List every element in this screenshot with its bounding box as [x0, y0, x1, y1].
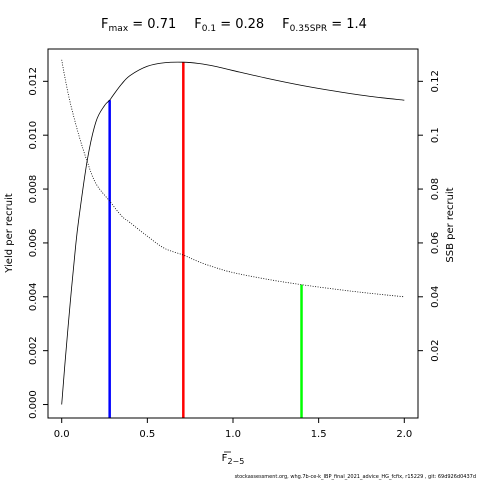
x-tick-label-4: 2.0	[396, 429, 412, 440]
title-part-2-symbol: F	[282, 17, 289, 32]
series-lines	[61, 59, 405, 405]
x-tick-label-1: 0.5	[139, 429, 155, 440]
y-axis-right: 0.02 0.04 0.06 0.08 0.1 0.12	[418, 70, 441, 362]
title-part-0-subscript: max	[109, 24, 129, 34]
x-tick-label-2: 1.0	[225, 429, 241, 440]
y-right-tick-label-0: 0.02	[430, 340, 441, 362]
x-label-subscript: 2−5	[227, 457, 244, 466]
reference-lines	[108, 62, 303, 418]
title-part-1-value: = 0.28	[216, 17, 264, 32]
ssb-per-recruit-line	[61, 59, 405, 298]
title-part-1-subscript: 0.1	[202, 24, 216, 34]
y-axis-left: 0.000 0.002 0.004 0.006 0.008 0.010 0.012	[28, 67, 48, 419]
chart-title: Fmax = 0.71 F0.1 = 0.28 F0.35SPR = 1.4	[101, 17, 367, 34]
y-axis-right-label: SSB per recruit	[445, 187, 456, 262]
title-part-2-value: = 1.4	[327, 17, 367, 32]
y-right-tick-label-4: 0.1	[430, 127, 441, 143]
y-right-tick-label-1: 0.04	[430, 286, 441, 308]
title-part-2-subscript: 0.35SPR	[290, 24, 327, 34]
title-part-0-symbol: F	[101, 17, 108, 32]
y-left-tick-label-5: 0.010	[28, 121, 39, 150]
y-left-tick-label-1: 0.002	[28, 336, 39, 365]
yield-per-recruit-line	[61, 61, 405, 405]
x-tick-label-0: 0.0	[54, 429, 70, 440]
x-tick-label-3: 1.5	[311, 429, 327, 440]
y-left-tick-label-6: 0.012	[28, 67, 39, 96]
y-right-tick-label-3: 0.08	[430, 178, 441, 200]
y-left-tick-label-4: 0.008	[28, 175, 39, 204]
y-right-tick-label-5: 0.12	[430, 70, 441, 92]
title-part-1-symbol: F	[194, 17, 201, 32]
y-axis-left-label: Yield per recruit	[4, 193, 15, 274]
y-right-tick-label-2: 0.06	[430, 232, 441, 254]
footnote: stockassessment.org, whg.7b-ce-k_IBP_fin…	[235, 474, 476, 480]
y-left-tick-label-0: 0.000	[28, 390, 39, 419]
title-part-0-value: = 0.71	[128, 17, 176, 32]
x-axis: 0.0 0.5 1.0 1.5 2.0	[54, 418, 412, 440]
y-left-tick-label-3: 0.006	[28, 229, 39, 258]
x-label-symbol: F	[222, 453, 228, 464]
y-left-tick-label-2: 0.004	[28, 282, 39, 311]
x-axis-label: F2−5	[222, 453, 245, 466]
